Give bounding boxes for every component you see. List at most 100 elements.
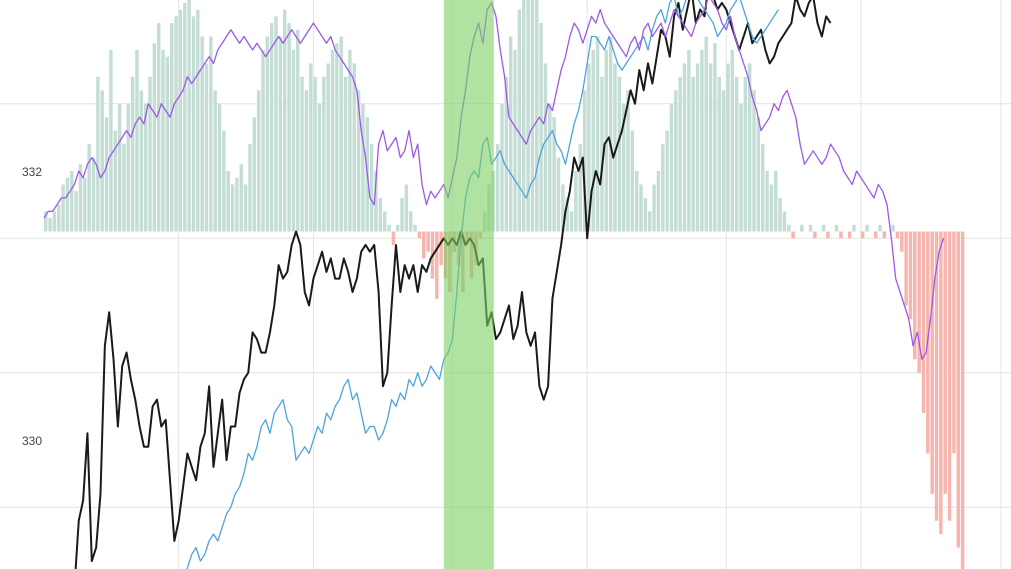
histogram-bar-positive [765, 171, 769, 232]
histogram-bar-negative [791, 231, 795, 239]
histogram-bar-negative [426, 231, 430, 252]
histogram-bar-positive [387, 224, 391, 232]
histogram-bar-positive [274, 16, 278, 232]
histogram-bar-positive [161, 49, 165, 232]
histogram-bar-positive [774, 171, 778, 232]
histogram-bar-negative [826, 231, 830, 239]
histogram-bar-positive [865, 224, 869, 232]
histogram-bar-positive [652, 184, 656, 232]
histogram-bar-positive [261, 49, 265, 232]
histogram-bar-positive [196, 9, 200, 232]
histogram-bar-positive [582, 90, 587, 232]
histogram-bar-positive [404, 184, 409, 232]
histogram-bar-positive [44, 211, 48, 232]
histogram-bar-negative [917, 231, 921, 373]
histogram-bar-positive [721, 90, 726, 232]
histogram-bar-positive [495, 144, 500, 232]
histogram-bar-positive [508, 36, 513, 232]
histogram-bar-positive [222, 130, 226, 232]
histogram-bar-positive [239, 164, 243, 232]
histogram-bar-positive [621, 103, 626, 232]
histogram-bar-positive [87, 144, 91, 232]
histogram-bar-positive [378, 197, 383, 232]
histogram-bar-positive [113, 130, 117, 232]
histogram-bar-positive [343, 76, 348, 232]
histogram-bar-positive [595, 36, 600, 232]
histogram-bar-positive [57, 204, 61, 232]
histogram-bar-negative [882, 231, 887, 239]
histogram-bar-positive [674, 90, 678, 232]
histogram-bar-positive [704, 36, 708, 232]
histogram-bar-positive [687, 49, 691, 232]
histogram-bar-positive [178, 9, 183, 232]
histogram-bar-positive [135, 49, 139, 232]
histogram-bar-positive [739, 103, 743, 232]
histogram-bar-positive [891, 224, 895, 232]
histogram-bar-positive [374, 171, 378, 232]
histogram-bar-positive [569, 211, 574, 232]
histogram-bar-negative [873, 231, 878, 239]
histogram-bar-positive [413, 224, 417, 232]
histogram-bar-positive [256, 90, 261, 232]
histogram-bar-positive [695, 63, 700, 232]
histogram-bar-positive [535, 0, 539, 232]
highlight-band-layer [443, 0, 494, 569]
histogram-bar-positive [656, 171, 661, 232]
histogram-bar-positive [400, 197, 404, 232]
histogram-bar-positive [778, 197, 782, 232]
histogram-bar-positive [526, 0, 530, 232]
histogram-bar-negative [422, 231, 426, 259]
histogram-bar-positive [648, 211, 652, 232]
histogram-bar-positive [339, 36, 343, 232]
histogram-bar-positive [217, 103, 222, 232]
histogram-bar-positive [230, 184, 235, 232]
histogram-bar-positive [152, 43, 157, 232]
histogram-bar-positive [787, 224, 791, 232]
histogram-bar-positive [74, 191, 78, 232]
histogram-bar-positive [70, 171, 74, 232]
histogram-bar-negative [439, 231, 443, 266]
histogram-bar-negative [947, 231, 952, 521]
histogram-bar-positive [330, 49, 335, 232]
histogram-bar-positive [369, 144, 374, 232]
histogram-bar-positive [626, 90, 630, 232]
histogram-bar-positive [78, 164, 83, 232]
histogram-bar-positive [513, 49, 517, 232]
histogram-bar-positive [382, 211, 387, 232]
histogram-bar-positive [52, 211, 57, 232]
histogram-bar-negative [895, 231, 900, 239]
histogram-bar-positive [174, 16, 178, 232]
histogram-bar-negative [952, 231, 956, 454]
histogram-bar-positive [122, 144, 126, 232]
histogram-bar-positive [317, 103, 322, 232]
histogram-bar-negative [900, 231, 904, 252]
histogram-bar-positive [756, 117, 761, 232]
histogram-bar-negative [921, 231, 926, 414]
histogram-bar-positive [139, 90, 144, 232]
histogram-bar-positive [678, 76, 682, 232]
histogram-bar-positive [356, 90, 361, 232]
histogram-bar-positive [65, 177, 70, 232]
histogram-bar-negative [904, 231, 908, 306]
histogram-bar-positive [587, 63, 591, 232]
y-tick-label: 332 [22, 165, 42, 179]
histogram-bar-positive [617, 76, 622, 232]
histogram-bar-positive [313, 76, 317, 232]
histogram-bar-negative [934, 231, 939, 521]
histogram-bar-positive [747, 63, 752, 232]
histogram-bar-positive [48, 218, 52, 232]
histogram-bar-positive [565, 197, 569, 232]
histogram-bar-positive [226, 171, 230, 232]
histogram-bar-positive [600, 76, 604, 232]
histogram-bar-negative [960, 231, 965, 569]
y-tick-label: 330 [22, 434, 42, 448]
histogram-bar-positive [730, 49, 735, 232]
histogram-bar-positive [734, 76, 739, 232]
histogram-bar-positive [800, 224, 804, 232]
histogram-bar-positive [204, 63, 209, 232]
histogram-bar-negative [847, 231, 852, 239]
histogram-bar-positive [304, 90, 309, 232]
histogram-bar-positive [634, 171, 639, 232]
histogram-bar-positive [782, 211, 787, 232]
